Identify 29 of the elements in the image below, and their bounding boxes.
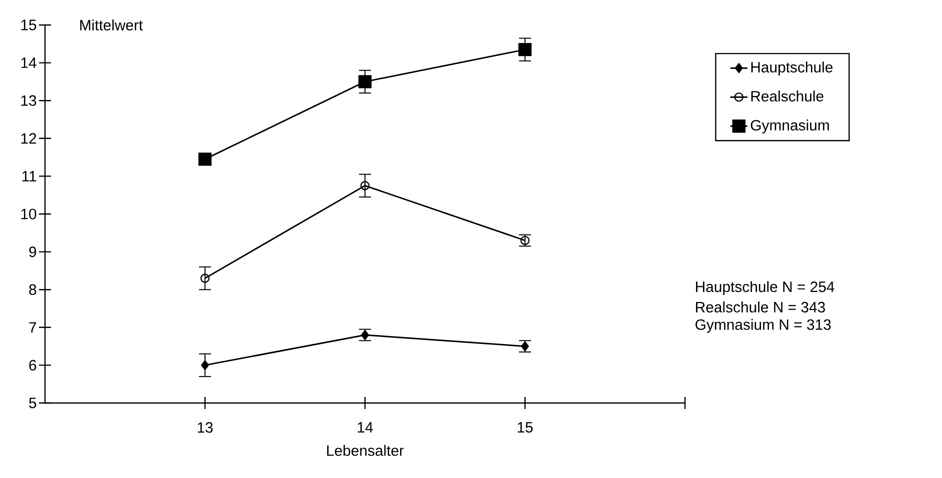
point bbox=[358, 75, 372, 88]
text: Gymnasium N = 313 bbox=[696, 318, 831, 333]
x-tick-label: 14 bbox=[358, 422, 373, 432]
y-tick-label: 12 bbox=[21, 133, 36, 144]
text: Realschule N = 343 bbox=[696, 302, 825, 312]
y-tick-label: 8 bbox=[29, 284, 36, 295]
y-tick-label: 13 bbox=[21, 95, 36, 106]
legend-label: Hauptschule bbox=[751, 62, 833, 76]
x-axis-title: Lebensalter bbox=[327, 444, 404, 456]
legend-label: Realschule bbox=[751, 90, 824, 102]
y-tick-label: 5 bbox=[29, 398, 36, 408]
point bbox=[360, 181, 370, 190]
y-tick-label: 11 bbox=[22, 171, 36, 182]
x-tick-label: 15 bbox=[518, 422, 533, 433]
y-axis-title: Mittelwert bbox=[80, 20, 143, 30]
point bbox=[200, 274, 210, 283]
legend-label: Gymnasium bbox=[750, 120, 829, 134]
point bbox=[361, 330, 369, 340]
point bbox=[198, 152, 212, 166]
y-tick-label: 7 bbox=[29, 322, 36, 333]
x-tick-label: 13 bbox=[198, 422, 213, 433]
y-tick-label: 15 bbox=[21, 20, 36, 30]
y-tick-label: 14 bbox=[21, 58, 36, 68]
y-tick-label: 6 bbox=[29, 360, 36, 370]
text: Hauptschule N = 254 bbox=[696, 281, 834, 296]
point bbox=[201, 360, 209, 370]
y-tick-label: 9 bbox=[29, 246, 36, 258]
y-tick-label: 10 bbox=[21, 208, 36, 220]
point bbox=[518, 42, 532, 56]
